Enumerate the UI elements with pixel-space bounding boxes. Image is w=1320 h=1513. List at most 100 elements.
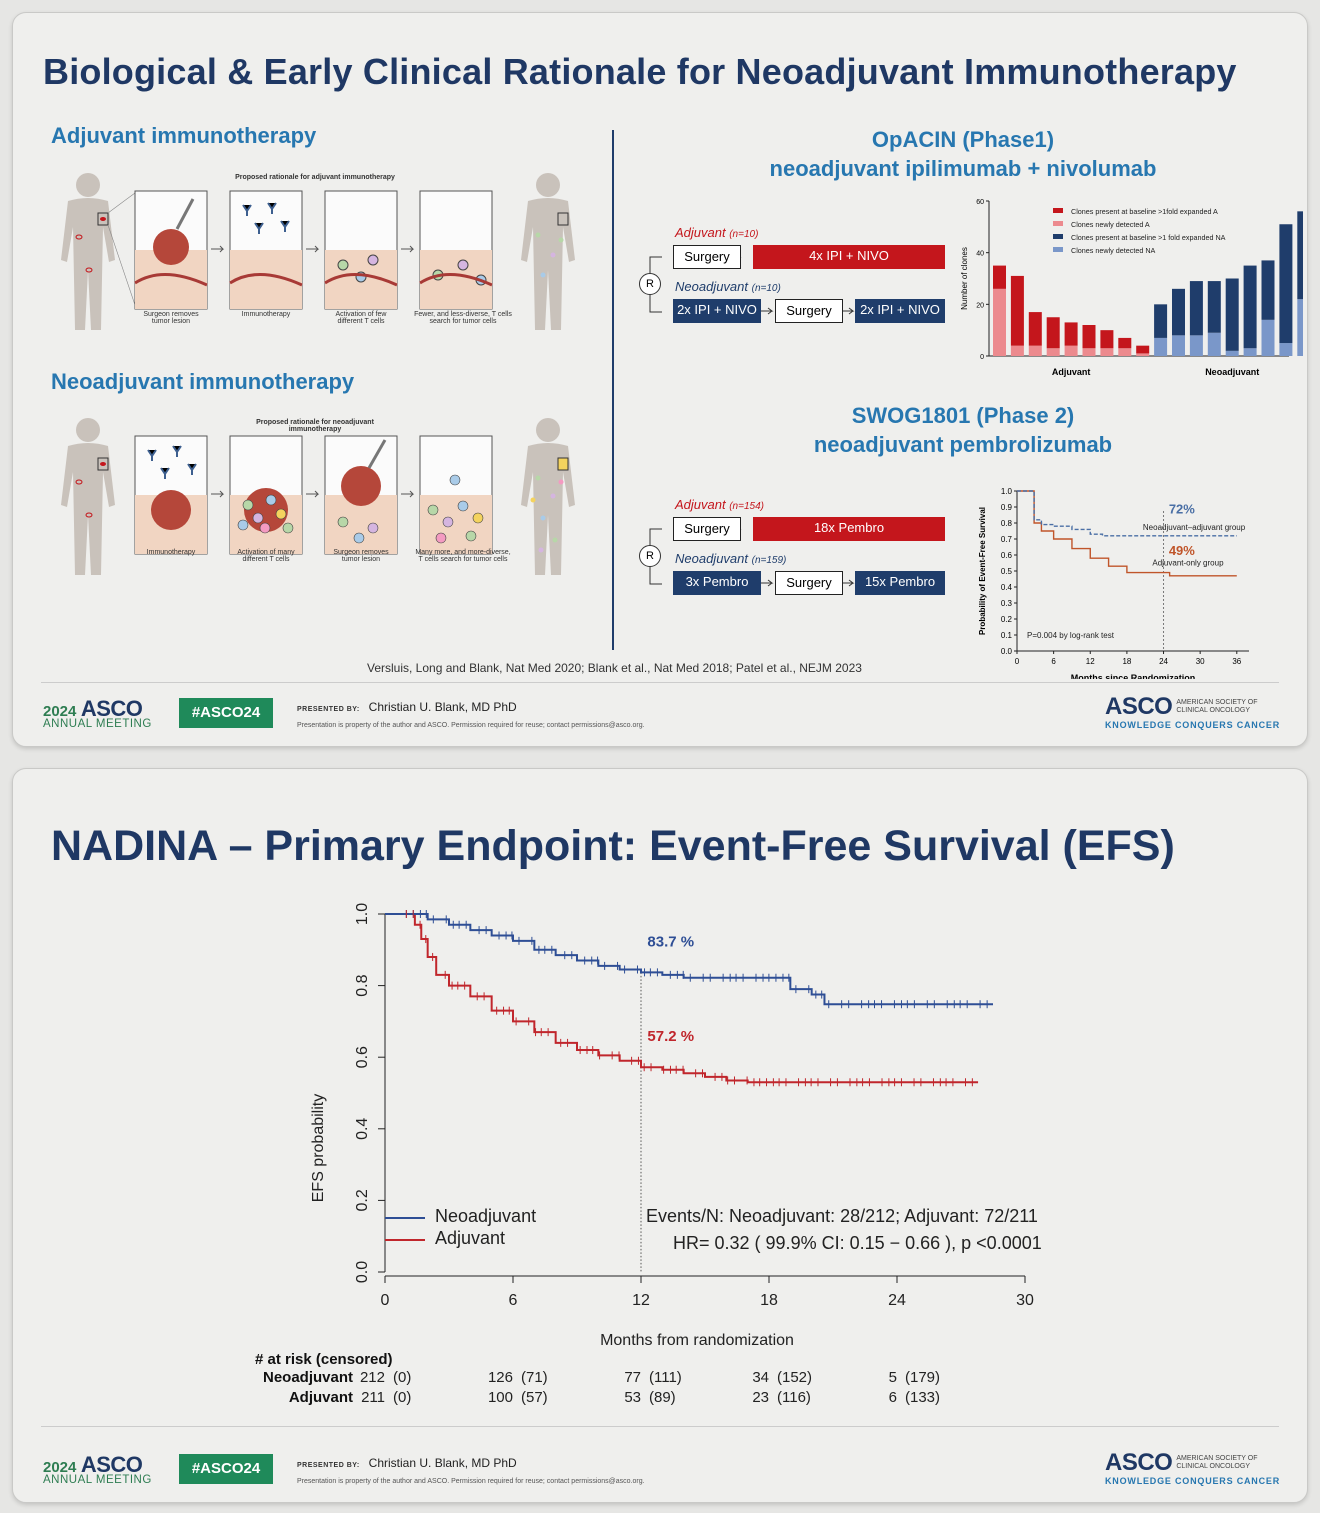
opacin-title-1: OpACIN (Phase1) [871, 127, 1055, 152]
swog-neo-post: 15x Pembro [855, 571, 945, 595]
opacin-neoadjuvant-label: Neoadjuvant (n=10) [675, 279, 781, 294]
adjuvant-newly-detected-bar [1100, 348, 1114, 356]
swog-adjuvant-curve [1017, 490, 1237, 577]
adjuvant-baseline-expanded-bar [1028, 312, 1042, 346]
adjuvant-newly-detected-bar [1046, 348, 1060, 356]
swog-y-tick-label: 1.0 [1001, 487, 1013, 496]
risk-censored: (57) [521, 1389, 548, 1406]
neo-caption-3: Surgeon removes tumor lesion [333, 549, 389, 563]
neoadjuvant-baseline-expanded-bar [1225, 278, 1239, 351]
risk-table-heading: # at risk (censored) [255, 1351, 393, 1368]
clones-y-tick-label: 40 [976, 251, 984, 258]
risk-censored: (133) [905, 1389, 941, 1406]
swog-y-tick-label: 0.5 [1001, 567, 1013, 576]
nadina-y-tick-label: 0.2 [354, 1189, 371, 1211]
swog-adj-surgery: Surgery [673, 517, 741, 541]
nadina-adjuvant-curve [385, 913, 979, 1084]
neoadjuvant-baseline-expanded-bar [1261, 260, 1275, 320]
neoadjuvant-newly-detected-bar [1243, 348, 1257, 356]
references: Versluis, Long and Blank, Nat Med 2020; … [367, 661, 862, 675]
swog-y-tick-label: 0.7 [1001, 535, 1013, 544]
swog-x-tick-label: 0 [1015, 657, 1020, 666]
adjuvant-baseline-expanded-bar [1064, 322, 1078, 346]
risk-count: 126 [487, 1369, 513, 1386]
risk-censored: (111) [649, 1369, 682, 1386]
clones-group-label-adjuvant: Adjuvant [1052, 367, 1091, 377]
slide-rationale: Biological & Early Clinical Rationale fo… [12, 12, 1308, 747]
swog-title-2: neoadjuvant pembrolizumab [813, 432, 1113, 457]
nadina-y-tick-label: 0.4 [354, 1118, 371, 1140]
risk-censored: (0) [393, 1389, 412, 1406]
hazard-ratio: HR= 0.32 ( 99.9% CI: 0.15 − 0.66 ), p <0… [673, 1233, 1042, 1253]
presenter-block: PRESENTED BY: Christian U. Blank, MD PhD… [297, 700, 645, 729]
adjuvant-newly-detected-bar [1028, 345, 1042, 356]
risk-censored: (116) [777, 1389, 811, 1406]
swog-y-tick-label: 0.8 [1001, 519, 1013, 528]
adjuvant-baseline-expanded-bar [993, 265, 1006, 289]
swog-neo-pct: 72% [1169, 501, 1195, 516]
adjuvant-panel-title: Proposed rationale for adjuvant immunoth… [235, 174, 395, 181]
adjuvant-newly-detected-bar [1064, 345, 1078, 356]
neoadjuvant-panel-title: Proposed rationale for neoadjuvant immun… [256, 419, 374, 433]
risk-row-label: Adjuvant [288, 1389, 353, 1406]
clones-y-tick-label: 0 [980, 354, 984, 361]
opacin-title-2: neoadjuvant ipilimumab + nivolumab [769, 156, 1157, 181]
nadina-x-tick-label: 12 [632, 1292, 650, 1309]
opacin-neo-surgery: Surgery [775, 299, 843, 323]
neoadjuvant-baseline-expanded-bar [1172, 288, 1185, 336]
swog-randomization-node: R [639, 545, 661, 567]
swog-km-chart: 0.0 0.1 0.2 0.3 0.4 0.5 0.6 0.7 0.8 0.9 1.0 0 6 12 18 2… [978, 487, 1249, 679]
neo-caption-1: Immunotherapy [146, 549, 196, 556]
clones-group-label-neoadjuvant: Neoadjuvant [1205, 367, 1259, 377]
swog-neoadjuvant-curve [1017, 490, 1237, 537]
swog-adj-treatment: 18x Pembro [753, 517, 945, 541]
adjuvant-heading: Adjuvant immunotherapy [51, 123, 317, 148]
neoadjuvant-newly-detected-bar [1279, 343, 1293, 356]
clones-legend-swatch [1053, 247, 1063, 252]
nadina-y-tick-label: 0.8 [354, 974, 371, 996]
nadina-x-label: Months from randomization [600, 1332, 794, 1349]
clones-y-tick-label: 20 [976, 302, 984, 309]
footer-divider [41, 682, 1279, 683]
slide2-title: NADINA – Primary Endpoint: Event-Free Su… [51, 822, 1175, 870]
neoadjuvant-baseline-expanded-bar [1207, 281, 1221, 333]
adjuvant-baseline-expanded-bar [1136, 345, 1150, 354]
nadina-x-tick-label: 30 [1016, 1292, 1034, 1309]
clones-y-tick-label: 60 [976, 199, 984, 206]
swog-x-label: Months since Randomization [1071, 673, 1196, 679]
adjuvant-illustration [43, 165, 603, 340]
swog-y-label: Probability of Event-Free Survival [978, 507, 987, 635]
adjuvant-newly-detected-bar [1118, 348, 1132, 356]
nadina-y-label: EFS probability [310, 1094, 327, 1203]
adjuvant-baseline-expanded-bar [1010, 275, 1024, 346]
opacin-randomization-node: R [639, 273, 661, 295]
adj-caption-4: Fewer, and less-diverse, T cells search … [414, 311, 512, 325]
adjuvant-baseline-expanded-bar [1100, 330, 1114, 349]
swog-x-tick-label: 12 [1086, 657, 1095, 666]
opacin-adjuvant-label: Adjuvant (n=10) [675, 225, 759, 240]
risk-count: 34 [752, 1369, 769, 1386]
risk-table: Neoadjuvant 212 (0) 126 (71) 77 (111) 34 (152) 5 (… [13, 1369, 1307, 1419]
swog-adj-group-label: Adjuvant-only group [1152, 558, 1224, 567]
risk-censored: (179) [905, 1369, 941, 1386]
adjuvant-newly-detected-bar [1082, 348, 1096, 356]
risk-count: 211 [361, 1389, 385, 1406]
opacin-adj-surgery: Surgery [673, 245, 741, 269]
risk-count: 212 [359, 1369, 385, 1386]
clones-legend-label: Clones newly detected A [1071, 220, 1150, 229]
risk-censored: (152) [777, 1369, 813, 1386]
neoadjuvant-illustration [43, 410, 603, 585]
column-divider [612, 130, 614, 650]
clones-bar-chart: 0 20 40 60 Number of clones Adjuvant Neoadjuva… [960, 199, 1303, 377]
opacin-schema: R Adjuvant (n=10) Surgery 4x IPI + NIVO … [625, 223, 945, 333]
hashtag-badge-2: #ASCO24 [179, 1454, 273, 1484]
risk-count: 53 [624, 1389, 641, 1406]
adjuvant-baseline-expanded-bar [1118, 337, 1132, 349]
swog-neo-surgery: Surgery [775, 571, 843, 595]
swog-y-tick-label: 0.6 [1001, 551, 1013, 560]
neoadjuvant-newly-detected-bar [1297, 299, 1303, 356]
swog-y-tick-label: 0.2 [1001, 615, 1013, 624]
slide-nadina-efs: NADINA – Primary Endpoint: Event-Free Su… [12, 768, 1308, 1503]
swog-x-tick-label: 30 [1196, 657, 1205, 666]
swog-x-tick-label: 24 [1159, 657, 1168, 666]
